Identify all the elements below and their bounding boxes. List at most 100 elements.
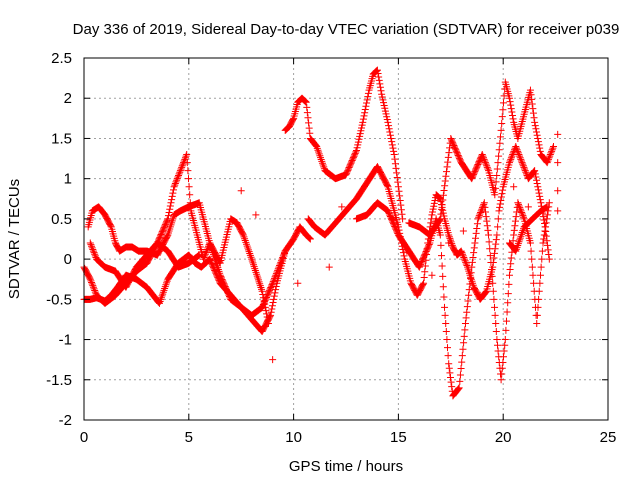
data-point <box>537 271 545 279</box>
data-point <box>273 268 281 276</box>
data-point <box>264 319 272 327</box>
data-point <box>454 150 462 158</box>
data-point <box>518 208 526 216</box>
data-point <box>520 213 528 221</box>
data-point <box>472 234 480 242</box>
data-point <box>278 255 286 263</box>
data-point <box>257 284 265 292</box>
data-point <box>159 226 167 234</box>
data-point <box>403 247 411 255</box>
data-point <box>364 93 372 101</box>
data-point <box>264 289 272 297</box>
data-point <box>461 326 469 334</box>
data-point <box>317 155 325 163</box>
data-point <box>438 262 446 270</box>
data-point <box>391 155 399 163</box>
data-point <box>445 233 453 241</box>
data-point <box>468 175 476 183</box>
data-point <box>497 193 505 201</box>
data-point <box>498 190 506 198</box>
data-point <box>285 123 293 131</box>
data-point <box>543 211 551 219</box>
data-point <box>303 109 311 117</box>
data-point <box>244 244 252 252</box>
data-point <box>430 202 438 210</box>
data-point <box>529 105 537 113</box>
data-point <box>533 131 541 139</box>
data-point <box>274 266 282 274</box>
data-point <box>279 254 287 262</box>
data-point <box>385 208 393 216</box>
data-point <box>530 114 538 122</box>
data-point <box>474 160 482 168</box>
data-point <box>492 319 500 327</box>
data-point <box>362 102 370 110</box>
data-point <box>107 222 115 230</box>
data-point <box>543 203 551 211</box>
data-point <box>479 152 487 160</box>
data-point <box>544 157 552 165</box>
data-point <box>302 98 310 106</box>
data-point <box>503 308 511 316</box>
data-point <box>91 252 99 260</box>
data-point <box>168 196 176 204</box>
data-point <box>475 212 483 220</box>
data-point <box>385 125 393 133</box>
data-point <box>531 118 539 126</box>
data-point <box>437 241 445 249</box>
data-point <box>398 210 406 218</box>
data-point <box>476 291 484 299</box>
data-point <box>532 125 540 133</box>
data-point <box>506 265 514 273</box>
data-point <box>508 152 516 160</box>
data-point <box>279 252 287 260</box>
data-point <box>533 176 541 184</box>
data-point <box>251 265 259 273</box>
y-tick-label: 1 <box>64 171 72 188</box>
data-point <box>420 273 428 281</box>
data-point <box>420 279 428 287</box>
data-point <box>534 183 542 191</box>
data-point <box>417 260 425 268</box>
data-point <box>467 269 475 277</box>
chart-title: Day 336 of 2019, Sidereal Day-to-day VTE… <box>73 21 620 38</box>
data-point <box>445 231 453 239</box>
data-point <box>516 234 524 242</box>
data-point <box>163 232 171 240</box>
data-point <box>420 253 428 261</box>
data-point <box>540 231 548 239</box>
data-point <box>476 156 484 164</box>
data-point <box>448 241 456 249</box>
data-point <box>210 265 218 273</box>
data-point <box>492 236 500 244</box>
data-point <box>461 319 469 327</box>
data-point <box>346 161 354 169</box>
data-point <box>316 152 324 160</box>
data-point <box>267 284 275 292</box>
data-point <box>506 98 514 106</box>
data-point <box>534 138 542 146</box>
data-point <box>213 271 221 279</box>
data-point <box>338 203 346 211</box>
data-point <box>490 295 498 303</box>
data-point <box>444 153 452 161</box>
data-point <box>241 237 249 245</box>
data-point <box>481 289 489 297</box>
data-point <box>277 258 285 266</box>
data-point <box>483 222 491 230</box>
data-point <box>518 210 526 218</box>
data-point <box>483 163 491 171</box>
data-point <box>541 219 549 227</box>
data-point <box>91 286 99 294</box>
data-point <box>528 100 536 108</box>
data-point <box>540 235 548 243</box>
data-point <box>454 151 462 159</box>
data-point <box>201 252 209 260</box>
data-point <box>453 149 461 157</box>
data-point <box>429 205 437 213</box>
data-point <box>173 176 181 184</box>
data-point <box>429 208 437 216</box>
data-point <box>517 157 525 165</box>
data-point <box>416 262 424 270</box>
data-point <box>251 266 259 274</box>
